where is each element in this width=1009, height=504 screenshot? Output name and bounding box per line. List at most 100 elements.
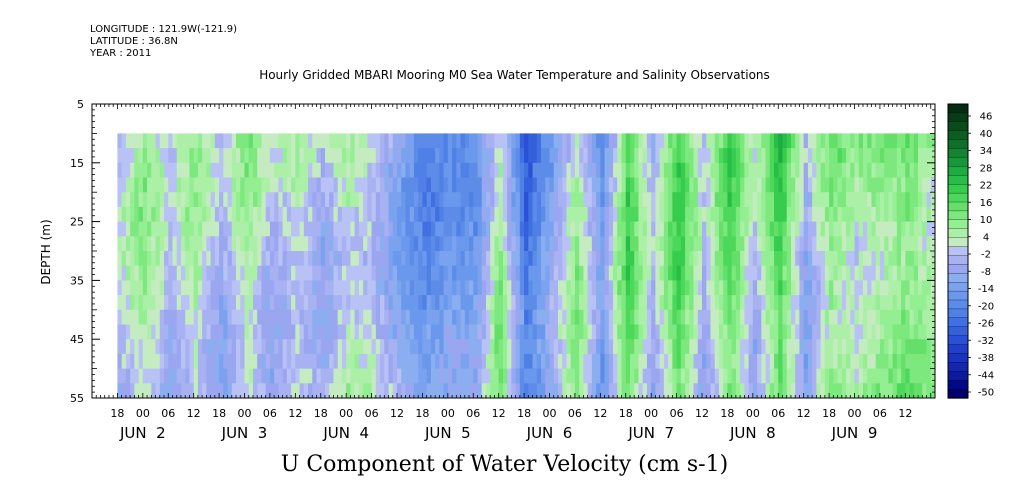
heatmap-cell (795, 265, 800, 281)
heatmap-cell (346, 353, 351, 369)
heatmap-cell (909, 383, 915, 399)
heatmap-cell (668, 221, 673, 237)
heatmap-cell (502, 236, 508, 252)
heatmap-cell (723, 295, 728, 311)
heatmap-cell (744, 324, 750, 340)
colorbar-label: 22 (980, 181, 993, 192)
heatmap-cell (138, 280, 144, 296)
heatmap-cell (168, 368, 173, 384)
heatmap-cell (812, 133, 817, 149)
heatmap-cell (252, 280, 258, 296)
heatmap-cell (812, 324, 817, 340)
heatmap-cell (591, 383, 597, 399)
heatmap-cell (668, 383, 673, 399)
heatmap-cell (214, 280, 220, 296)
heatmap-cell (812, 236, 817, 252)
heatmap-cell (286, 339, 292, 355)
heatmap-cell (613, 206, 618, 222)
heatmap-cell (176, 353, 182, 369)
heatmap-cell (536, 368, 542, 384)
heatmap-cell (418, 280, 423, 296)
heatmap-cell (634, 206, 639, 222)
heatmap-cell (155, 192, 161, 208)
heatmap-cell (511, 251, 517, 267)
heatmap-cell (316, 265, 322, 281)
heatmap-cell (507, 133, 512, 149)
heatmap-cell (303, 162, 309, 178)
heatmap-cell (562, 133, 567, 149)
heatmap-cell (596, 265, 601, 281)
heatmap-cell (367, 265, 372, 281)
colorbar-swatch (947, 237, 969, 248)
heatmap-cell (231, 295, 237, 311)
heatmap-cell (879, 265, 885, 281)
heatmap-cell (240, 251, 245, 267)
x-day-label: JUN 4 (322, 424, 369, 442)
heatmap-cell (155, 148, 161, 164)
heatmap-cell (553, 133, 559, 149)
heatmap-cell (142, 309, 148, 325)
heatmap-cell (206, 309, 212, 325)
heatmap-cell (159, 339, 165, 355)
heatmap-cell (130, 133, 135, 149)
heatmap-cell (706, 383, 711, 399)
heatmap-cell (765, 368, 771, 384)
heatmap-cell (570, 236, 576, 252)
heatmap-cell (634, 295, 639, 311)
heatmap-cell (663, 280, 669, 296)
heatmap-cell (574, 162, 580, 178)
heatmap-cell (689, 177, 694, 193)
heatmap-cell (320, 368, 326, 384)
heatmap-cell (426, 251, 432, 267)
heatmap-cell (727, 295, 733, 311)
heatmap-cell (485, 192, 491, 208)
heatmap-cell (485, 353, 491, 369)
heatmap-cell (401, 383, 406, 399)
heatmap-cell (202, 148, 207, 164)
heatmap-cell (901, 280, 906, 296)
heatmap-cell (481, 353, 487, 369)
heatmap-cell (918, 383, 923, 399)
heatmap-cell (324, 324, 330, 340)
heatmap-cell (913, 295, 919, 311)
heatmap-cell (219, 353, 224, 369)
heatmap-cell (680, 324, 686, 340)
heatmap-cell (219, 133, 224, 149)
heatmap-cell (668, 133, 673, 149)
heatmap-cell (824, 309, 830, 325)
heatmap-cell (824, 265, 830, 281)
heatmap-cell (303, 324, 309, 340)
heatmap-cell (930, 383, 936, 399)
heatmap-cell (557, 148, 563, 164)
heatmap-cell (740, 265, 745, 281)
heatmap-cell (761, 265, 766, 281)
heatmap-cell (371, 206, 377, 222)
heatmap-cell (515, 324, 521, 340)
heatmap-cell (854, 206, 860, 222)
heatmap-cell (477, 383, 483, 399)
heatmap-cell (130, 265, 135, 281)
heatmap-cell (244, 206, 250, 222)
heatmap-cell (375, 206, 381, 222)
heatmap-cell (147, 236, 152, 252)
heatmap-cell (574, 192, 580, 208)
heatmap-cell (452, 383, 457, 399)
heatmap-cell (481, 251, 487, 267)
heatmap-cell (214, 309, 220, 325)
heatmap-cell (464, 177, 470, 193)
heatmap-cell (286, 236, 292, 252)
heatmap-cell (159, 295, 165, 311)
y-tick-label: 15 (70, 157, 84, 170)
heatmap-cell (176, 162, 182, 178)
heatmap-cell (536, 280, 542, 296)
heatmap-cell (685, 295, 690, 311)
heatmap-cell (363, 148, 368, 164)
heatmap-cell (490, 133, 495, 149)
heatmap-cell (528, 295, 533, 311)
heatmap-cell (329, 339, 334, 355)
heatmap-cell (676, 206, 682, 222)
heatmap-cell (600, 383, 605, 399)
heatmap-cell (608, 339, 614, 355)
heatmap-cell (469, 295, 474, 311)
heatmap-cell (757, 206, 762, 222)
